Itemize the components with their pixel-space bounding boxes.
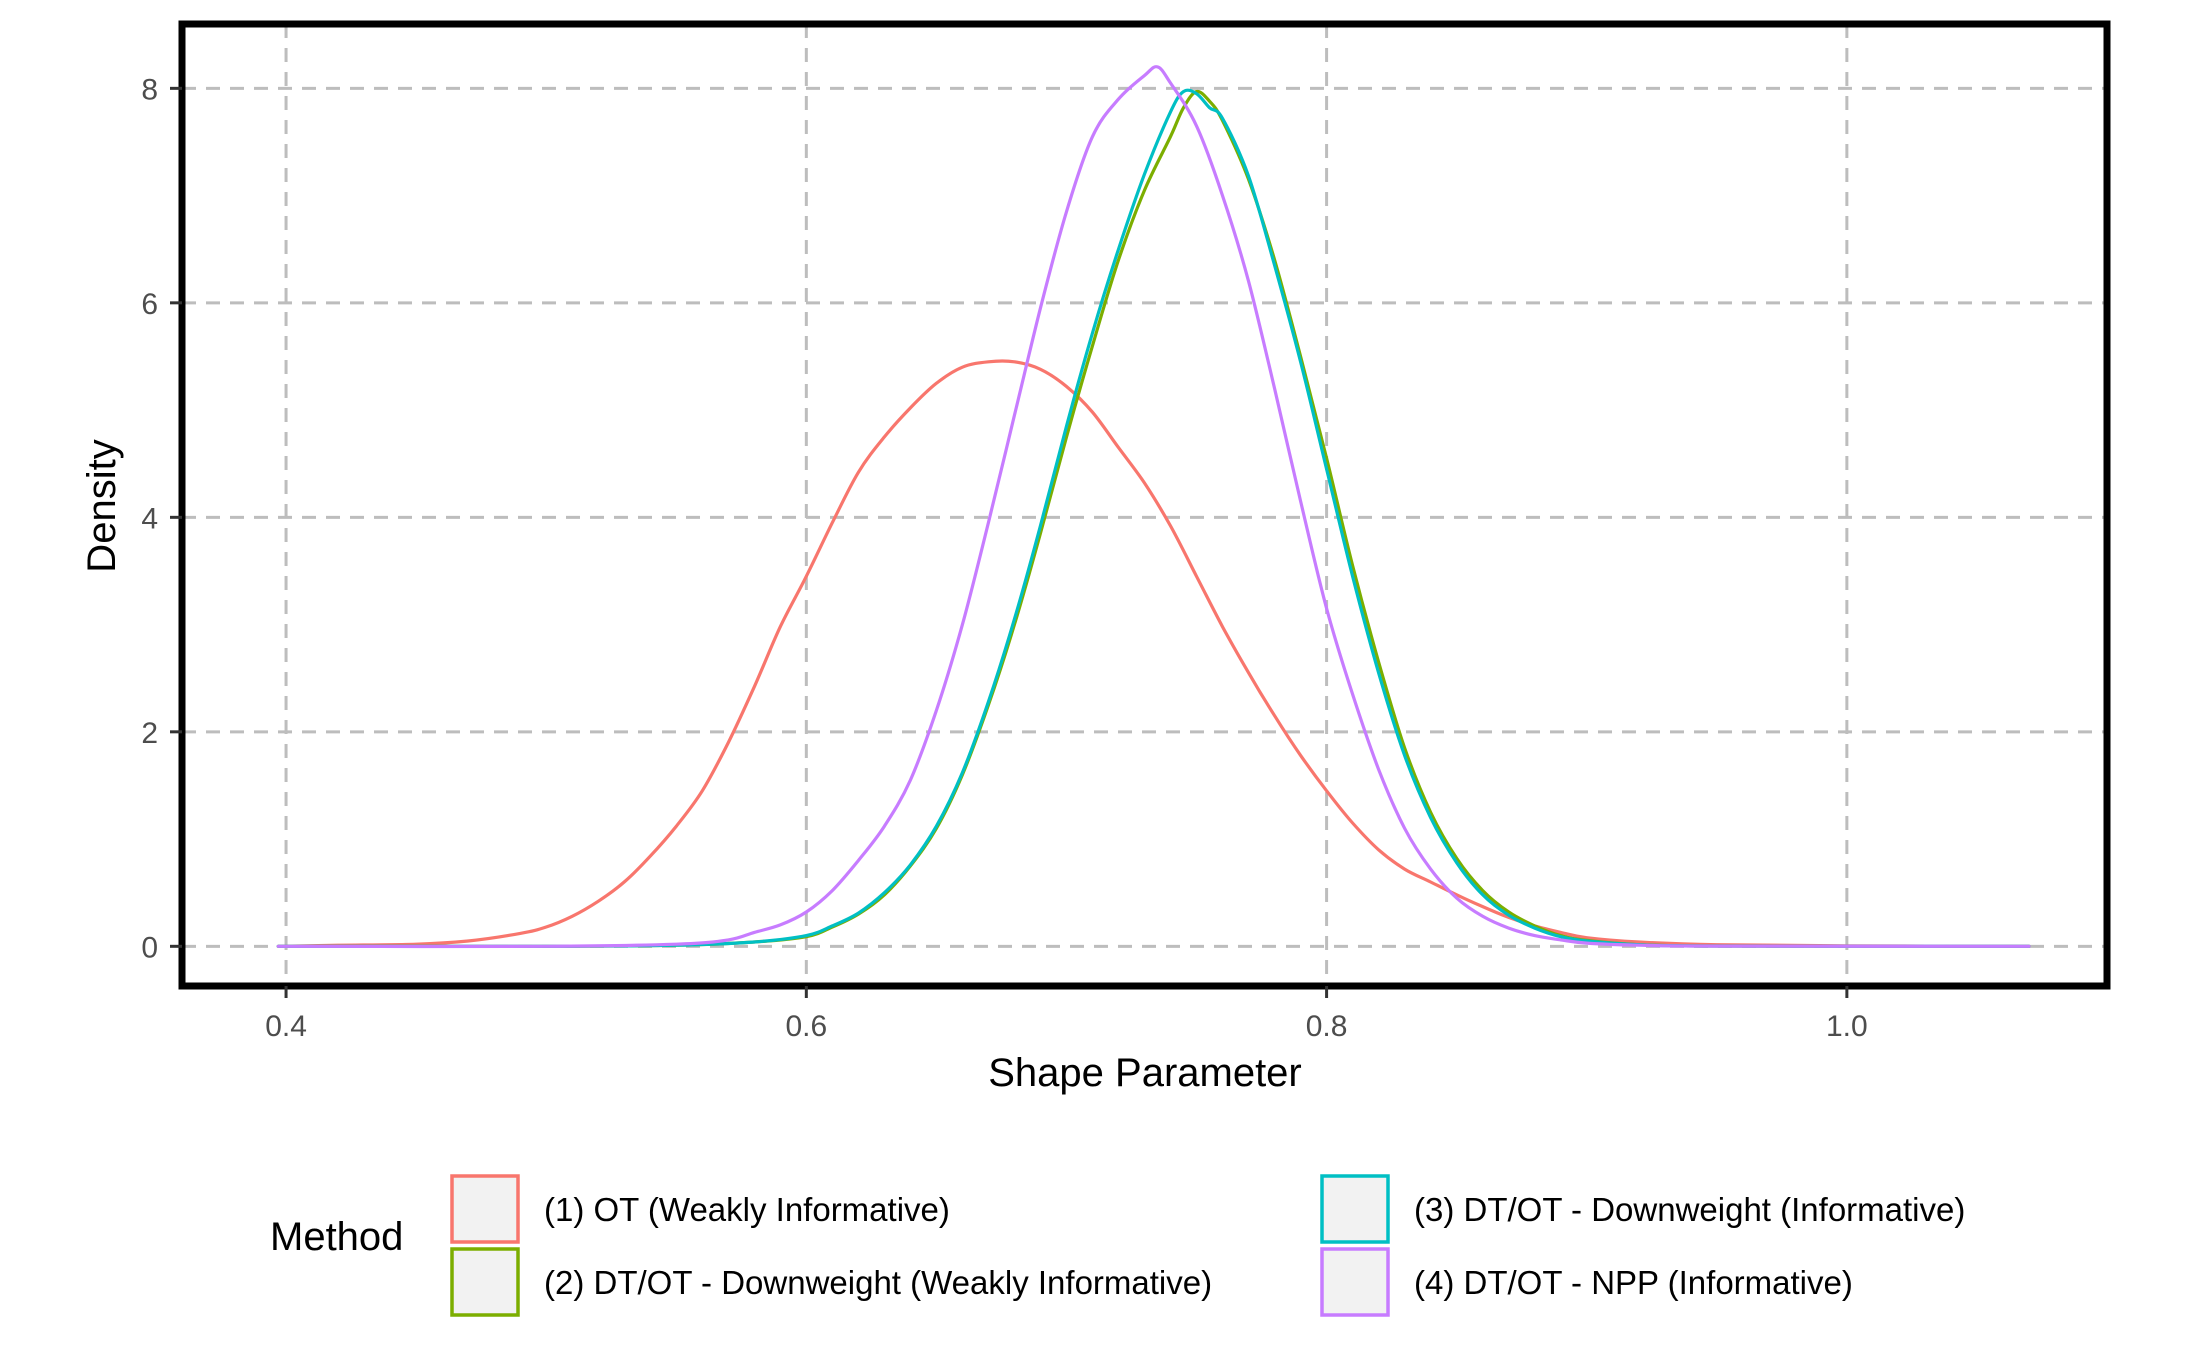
legend-key-3 bbox=[1320, 1174, 1390, 1244]
axis-ticks: 0.4 0.6 0.8 1.0 0 2 4 6 8 bbox=[141, 73, 1867, 1043]
y-tick-label: 0 bbox=[141, 931, 158, 964]
x-axis-title: Shape Parameter bbox=[988, 1051, 1302, 1095]
legend-key-2 bbox=[450, 1247, 520, 1317]
y-tick-label: 2 bbox=[141, 717, 158, 750]
legend-label-2: (2) DT/OT - Downweight (Weakly Informati… bbox=[544, 1264, 1212, 1301]
legend-label-4: (4) DT/OT - NPP (Informative) bbox=[1414, 1264, 1853, 1301]
legend-key-4 bbox=[1320, 1247, 1390, 1317]
series-line-1 bbox=[276, 359, 2031, 948]
legend: Method (1) OT (Weakly Informative) (2) DT… bbox=[270, 1174, 1965, 1317]
y-tick-label: 8 bbox=[141, 73, 158, 106]
legend-key-1 bbox=[450, 1174, 520, 1244]
series-line-4 bbox=[276, 65, 2031, 949]
x-tick-label: 0.6 bbox=[785, 1010, 827, 1043]
y-axis-title: Density bbox=[80, 439, 124, 572]
legend-label-3: (3) DT/OT - Downweight (Informative) bbox=[1414, 1191, 1965, 1228]
y-tick-label: 6 bbox=[141, 288, 158, 321]
series-line-2 bbox=[276, 89, 2031, 948]
legend-title: Method bbox=[270, 1215, 403, 1259]
series-lines bbox=[276, 65, 2031, 949]
panel-border bbox=[178, 20, 2111, 990]
grid-lines bbox=[182, 24, 2107, 986]
x-tick-label: 1.0 bbox=[1826, 1010, 1868, 1043]
x-tick-label: 0.8 bbox=[1306, 1010, 1348, 1043]
legend-label-1: (1) OT (Weakly Informative) bbox=[544, 1191, 950, 1228]
x-tick-label: 0.4 bbox=[265, 1010, 307, 1043]
series-line-3 bbox=[276, 88, 2031, 948]
y-tick-label: 4 bbox=[141, 502, 158, 535]
